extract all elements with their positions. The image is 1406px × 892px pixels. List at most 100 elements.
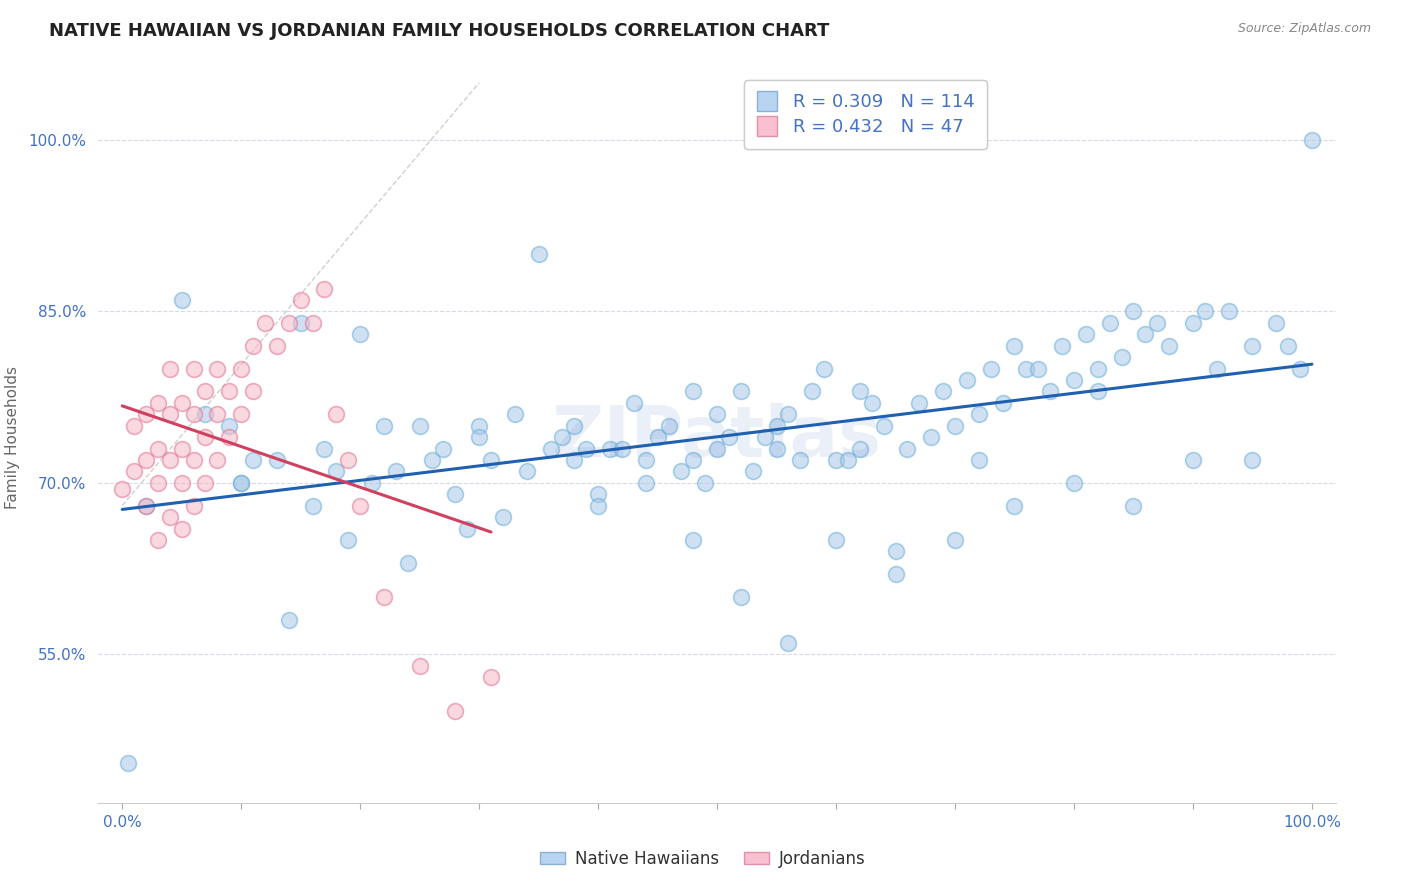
- Point: [980, 361, 1002, 376]
- Point: [183, 407, 205, 421]
- Point: [135, 499, 157, 513]
- Text: NATIVE HAWAIIAN VS JORDANIAN FAMILY HOUSEHOLDS CORRELATION CHART: NATIVE HAWAIIAN VS JORDANIAN FAMILY HOUS…: [49, 22, 830, 40]
- Point: [170, 396, 193, 410]
- Point: [849, 442, 872, 456]
- Point: [789, 453, 811, 467]
- Point: [146, 396, 169, 410]
- Point: [337, 533, 360, 547]
- Point: [1289, 361, 1312, 376]
- Point: [706, 407, 728, 421]
- Point: [337, 453, 360, 467]
- Point: [634, 475, 657, 490]
- Point: [586, 487, 609, 501]
- Point: [599, 442, 621, 456]
- Point: [682, 384, 704, 399]
- Point: [183, 361, 205, 376]
- Point: [135, 499, 157, 513]
- Point: [325, 464, 347, 478]
- Point: [146, 475, 169, 490]
- Point: [825, 533, 848, 547]
- Legend: R = 0.309   N = 114, R = 0.432   N = 47: R = 0.309 N = 114, R = 0.432 N = 47: [744, 80, 987, 149]
- Point: [658, 418, 681, 433]
- Point: [373, 418, 395, 433]
- Point: [170, 442, 193, 456]
- Point: [207, 361, 229, 376]
- Point: [1301, 133, 1323, 147]
- Point: [253, 316, 276, 330]
- Point: [122, 418, 145, 433]
- Point: [1074, 327, 1097, 342]
- Point: [1146, 316, 1168, 330]
- Point: [218, 418, 240, 433]
- Point: [135, 453, 157, 467]
- Point: [682, 533, 704, 547]
- Point: [420, 453, 443, 467]
- Point: [1039, 384, 1062, 399]
- Point: [218, 430, 240, 444]
- Point: [1004, 499, 1026, 513]
- Point: [266, 453, 288, 467]
- Point: [408, 418, 430, 433]
- Point: [1004, 339, 1026, 353]
- Point: [575, 442, 598, 456]
- Point: [159, 407, 181, 421]
- Point: [170, 475, 193, 490]
- Point: [1159, 339, 1181, 353]
- Point: [266, 339, 288, 353]
- Point: [943, 418, 966, 433]
- Point: [754, 430, 776, 444]
- Point: [444, 487, 467, 501]
- Point: [146, 442, 169, 456]
- Point: [623, 396, 645, 410]
- Point: [943, 533, 966, 547]
- Point: [695, 475, 717, 490]
- Point: [314, 281, 336, 295]
- Point: [170, 293, 193, 307]
- Point: [1050, 339, 1073, 353]
- Point: [562, 453, 585, 467]
- Point: [920, 430, 942, 444]
- Point: [825, 453, 848, 467]
- Point: [159, 361, 181, 376]
- Point: [1241, 339, 1264, 353]
- Point: [242, 453, 264, 467]
- Point: [1063, 373, 1085, 387]
- Point: [146, 533, 169, 547]
- Point: [301, 316, 323, 330]
- Point: [242, 384, 264, 399]
- Point: [1181, 316, 1204, 330]
- Point: [218, 384, 240, 399]
- Point: [1218, 304, 1240, 318]
- Point: [813, 361, 835, 376]
- Point: [207, 453, 229, 467]
- Point: [170, 521, 193, 535]
- Point: [135, 407, 157, 421]
- Point: [231, 407, 253, 421]
- Point: [540, 442, 562, 456]
- Point: [1122, 304, 1144, 318]
- Point: [111, 482, 134, 496]
- Point: [456, 521, 478, 535]
- Point: [159, 510, 181, 524]
- Point: [1205, 361, 1227, 376]
- Point: [301, 499, 323, 513]
- Point: [1087, 384, 1109, 399]
- Point: [765, 418, 787, 433]
- Point: [730, 590, 752, 604]
- Point: [1265, 316, 1288, 330]
- Text: Source: ZipAtlas.com: Source: ZipAtlas.com: [1237, 22, 1371, 36]
- Point: [551, 430, 574, 444]
- Point: [778, 407, 800, 421]
- Point: [231, 475, 253, 490]
- Point: [837, 453, 859, 467]
- Point: [860, 396, 883, 410]
- Point: [1015, 361, 1038, 376]
- Point: [159, 453, 181, 467]
- Point: [314, 442, 336, 456]
- Point: [373, 590, 395, 604]
- Point: [967, 453, 990, 467]
- Point: [516, 464, 538, 478]
- Point: [183, 453, 205, 467]
- Point: [908, 396, 931, 410]
- Point: [325, 407, 347, 421]
